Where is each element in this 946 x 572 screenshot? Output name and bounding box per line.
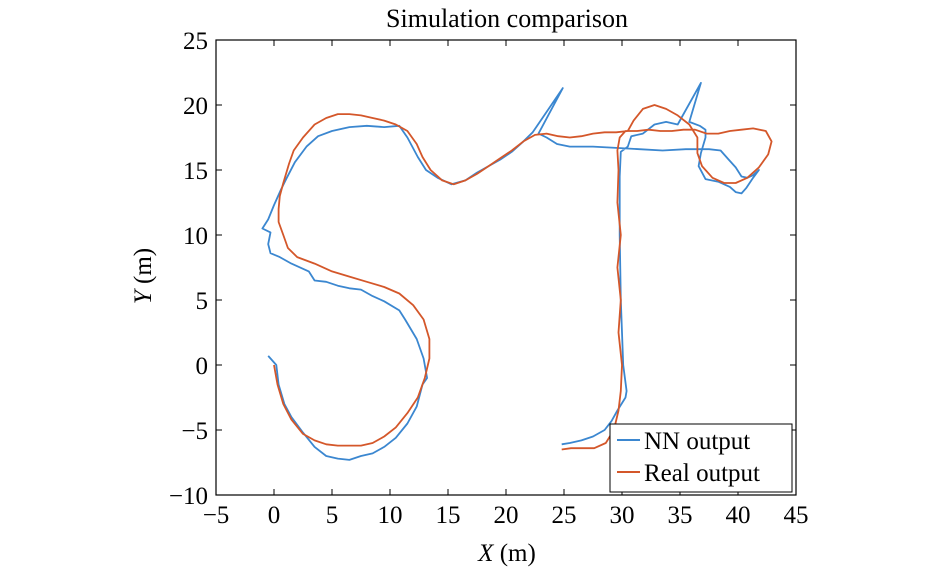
x-tick-label: 30 [610, 502, 635, 529]
y-tick-label: 0 [196, 353, 209, 380]
series-line-real-output [273, 104, 773, 451]
y-tick-label: 5 [196, 288, 209, 315]
svg-text:Y (m): Y (m) [130, 248, 157, 304]
y-axis-label: Y (m) [130, 248, 157, 304]
legend-label-nn-output: NN output [644, 428, 750, 455]
x-tick-label: 15 [436, 502, 461, 529]
legend: NN output Real output [609, 423, 793, 493]
x-tick-label: −5 [203, 502, 230, 529]
x-tick-label: 10 [378, 502, 403, 529]
y-tick-label: −10 [169, 483, 208, 510]
x-axis-label: X (m) [477, 540, 536, 567]
x-tick-label: 20 [494, 502, 519, 529]
plot-area-frame [215, 39, 797, 496]
legend-box [609, 423, 793, 493]
chart-title: Simulation comparison [386, 4, 628, 33]
series-lines [261, 82, 773, 461]
x-tick-label: 0 [268, 502, 281, 529]
x-axis-unit: (m) [493, 540, 535, 567]
x-tick-label: 25 [552, 502, 577, 529]
series-line-nn-output [261, 82, 760, 461]
x-tick-label: 5 [326, 502, 339, 529]
y-tick-label: 15 [183, 158, 208, 185]
svg-text:X (m): X (m) [477, 540, 536, 567]
y-tick-label: 10 [183, 223, 208, 250]
x-tick-label: 45 [784, 502, 809, 529]
y-tick-label: 20 [183, 93, 208, 120]
x-tick-label: 35 [668, 502, 693, 529]
x-axis-variable: X [477, 540, 495, 567]
y-axis-variable: Y [130, 287, 157, 304]
y-tick-label: 25 [183, 28, 208, 55]
y-tick-label: −5 [181, 418, 208, 445]
y-axis-unit: (m) [130, 248, 157, 290]
x-tick-label: 40 [726, 502, 751, 529]
legend-label-real-output: Real output [644, 460, 760, 487]
